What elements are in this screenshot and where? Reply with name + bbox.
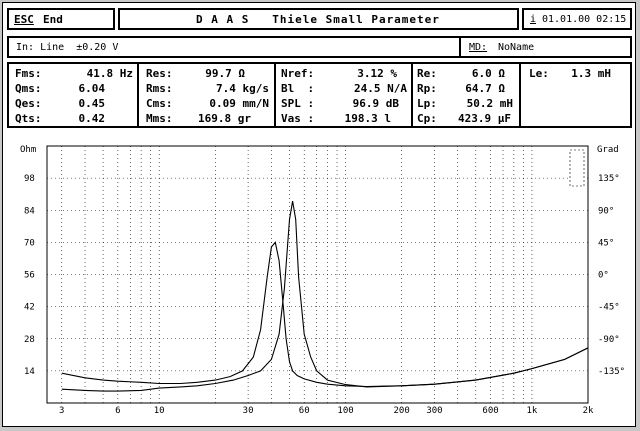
- param-divider-3: [411, 64, 413, 126]
- esc-end-button[interactable]: ESC End: [7, 8, 115, 30]
- spl-label: SPL :: [281, 97, 315, 110]
- spl-value: 96.9 dB: [352, 97, 399, 110]
- end-label: End: [43, 13, 63, 26]
- param-divider-1: [137, 64, 139, 126]
- rp-label: Rp:: [417, 82, 437, 95]
- res-value: 99.7 Ω: [205, 67, 245, 80]
- info-icon[interactable]: i: [530, 14, 537, 25]
- lp-label: Lp:: [417, 97, 437, 110]
- qes-value: 0.45: [78, 97, 106, 110]
- bl-label: Bl :: [281, 82, 315, 95]
- res-label: Res:: [146, 67, 173, 80]
- vas-value: 198.3 l: [344, 112, 391, 125]
- qts-label: Qts:: [15, 112, 42, 125]
- param-divider-2: [274, 64, 276, 126]
- qes-label: Qes:: [15, 97, 42, 110]
- rms-label: Rms:: [146, 82, 173, 95]
- re-label: Re:: [417, 67, 437, 80]
- datetime-panel: i 01.01.00 02:15: [522, 8, 632, 30]
- nref-value: 3.12 %: [357, 67, 397, 80]
- mms-value: 169.8 gr: [198, 112, 251, 125]
- rms-value: 7.4 kg/s: [216, 82, 269, 95]
- md-value: NoName: [498, 42, 535, 53]
- cp-label: Cp:: [417, 112, 437, 125]
- bl-value: 24.5 N/A: [354, 82, 407, 95]
- parameter-panel: Fms: 41.8 Hz Qms: 6.04 Qes: 0.45 Qts: 0.…: [7, 62, 632, 128]
- esc-key-label: ESC: [14, 13, 34, 26]
- fms-value: 41.8 Hz: [86, 67, 133, 80]
- re-value: 6.0 Ω: [471, 67, 505, 80]
- le-label: Le:: [529, 67, 549, 80]
- cms-label: Cms:: [146, 97, 173, 110]
- cp-value: 423.9 μF: [458, 112, 511, 125]
- input-info: In: Line ±0.20 V: [16, 42, 119, 53]
- mms-label: Mms:: [146, 112, 173, 125]
- md-key-label[interactable]: MD:: [469, 42, 488, 53]
- nref-label: Nref:: [281, 67, 315, 80]
- param-divider-4: [519, 64, 521, 126]
- qts-value: 0.42: [78, 112, 106, 125]
- fms-label: Fms:: [15, 67, 42, 80]
- input-divider: [459, 38, 461, 56]
- lp-value: 50.2 mH: [466, 97, 513, 110]
- qms-value: 6.04: [78, 82, 106, 95]
- qms-label: Qms:: [15, 82, 42, 95]
- cms-value: 0.09 mm/N: [209, 97, 269, 110]
- rp-value: 64.7 Ω: [465, 82, 505, 95]
- title-panel: D A A S Thiele Small Parameter: [118, 8, 519, 30]
- input-panel: In: Line ±0.20 V MD: NoName: [7, 36, 632, 58]
- window-title: D A A S Thiele Small Parameter: [196, 13, 440, 26]
- le-value: 1.3 mH: [571, 67, 611, 80]
- vas-label: Vas :: [281, 112, 315, 125]
- datetime-text: 01.01.00 02:15: [542, 14, 627, 25]
